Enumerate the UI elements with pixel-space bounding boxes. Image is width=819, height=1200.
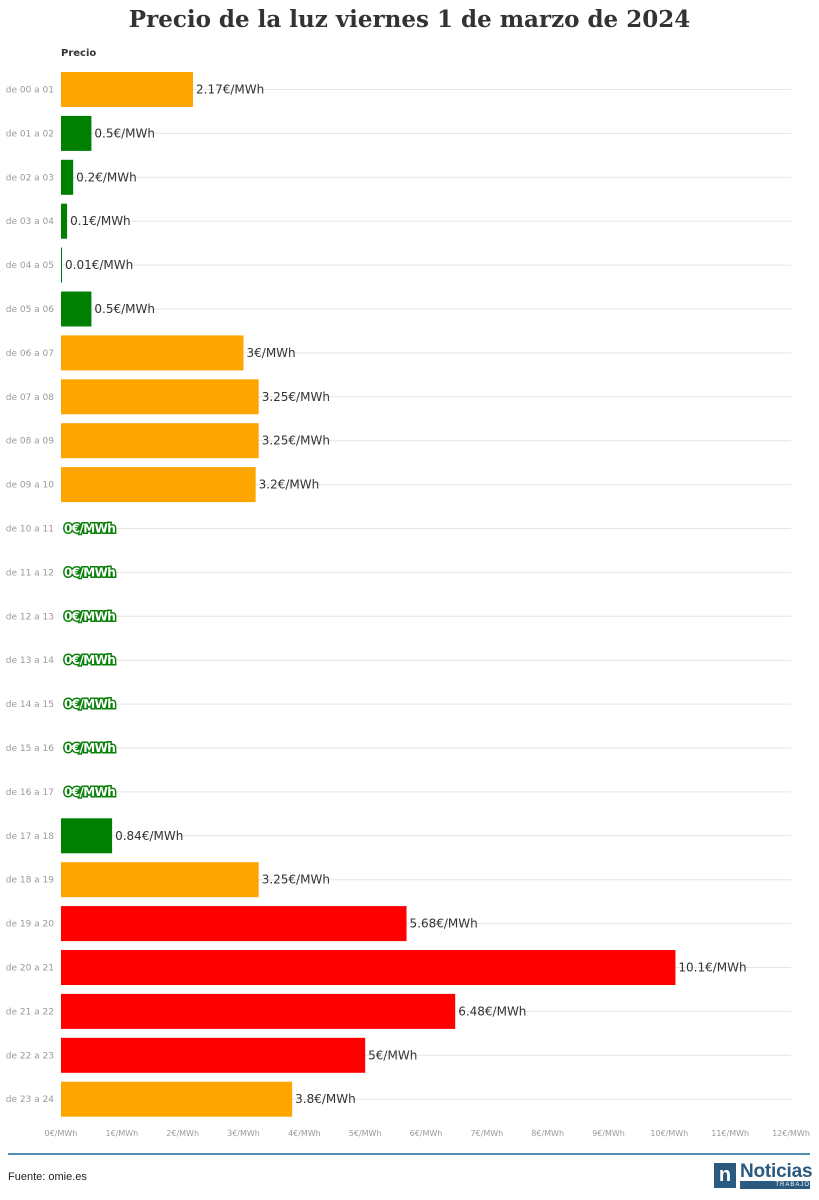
brand-logo-subtitle: TRABAJO [740,1181,810,1189]
bar-value-label: 10.1€/MWh [678,961,746,975]
brand-logo-mark: n [714,1163,736,1188]
category-label: de 00 a 01 [6,86,54,96]
bar[interactable] [61,950,676,985]
bar[interactable] [61,247,62,283]
x-tick-label: 6€/MWh [410,1129,443,1138]
category-label: de 05 a 06 [6,305,55,315]
category-label: de 06 a 07 [6,349,54,359]
x-tick-label: 9€/MWh [592,1129,625,1138]
bar-value-label: 0€/MWh [64,697,115,711]
bar-value-label: 0€/MWh [64,785,115,799]
bar-value-label: 6.48€/MWh [458,1004,526,1018]
bar[interactable] [61,203,68,239]
bar-value-label: 0.2€/MWh [76,170,137,184]
category-label: de 04 a 05 [6,261,54,271]
bar-value-label: 0€/MWh [64,653,115,667]
bar-value-label: 3.8€/MWh [295,1092,356,1106]
bar[interactable] [61,862,259,898]
bar[interactable] [61,72,194,107]
category-label: de 11 a 12 [6,568,54,578]
category-label: de 19 a 20 [6,920,55,930]
x-tick-label: 11€/MWh [711,1129,749,1138]
bar[interactable] [61,1081,293,1117]
bar-value-label: 3€/MWh [247,346,296,360]
category-label: de 03 a 04 [6,217,55,227]
x-tick-label: 1€/MWh [105,1129,138,1138]
bar-value-label: 0.01€/MWh [65,258,133,272]
bar-value-label: 0.5€/MWh [94,302,155,316]
category-label: de 07 a 08 [6,393,55,403]
category-label: de 17 a 18 [6,832,55,842]
category-label: de 18 a 19 [6,876,55,886]
category-label: de 21 a 22 [6,1007,54,1017]
bar[interactable] [61,818,113,854]
bar-value-label: 0.5€/MWh [94,126,155,140]
x-tick-label: 0€/MWh [45,1129,78,1138]
category-label: de 20 a 21 [6,964,54,974]
brand-logo-name: Noticias [740,1161,813,1182]
bar-value-label: 3.25€/MWh [262,390,330,404]
category-label: de 09 a 10 [6,481,55,491]
bars [61,72,676,1117]
bar[interactable] [61,1037,366,1073]
bar-value-label: 5€/MWh [368,1048,417,1062]
x-tick-label: 10€/MWh [650,1129,688,1138]
series-title: Precio [61,48,96,59]
grid-lines [61,89,791,1100]
category-label: de 02 a 03 [6,173,54,183]
bar[interactable] [61,159,74,195]
bar-value-label: 2.17€/MWh [196,83,264,97]
category-label: de 22 a 23 [6,1051,54,1061]
bar-value-label: 0.1€/MWh [70,214,131,228]
category-label: de 08 a 09 [6,437,55,447]
x-tick-label: 4€/MWh [288,1129,321,1138]
category-labels: de 00 a 01 de 01 a 02 de 02 a 03 de 03 a 04… [6,86,55,1106]
category-label: de 12 a 13 [6,612,54,622]
bar-value-label: 0€/MWh [64,609,115,623]
bar-value-label: 0€/MWh [64,522,115,536]
category-label: de 13 a 14 [6,656,55,666]
category-label: de 15 a 16 [6,744,55,754]
category-label: de 10 a 11 [6,525,54,535]
bar[interactable] [61,291,92,327]
source-text: Fuente: omie.es [8,1171,87,1183]
chart-title: Precio de la luz viernes 1 de marzo de 2… [128,6,691,33]
bar-value-label: 0€/MWh [64,565,115,579]
brand-logo[interactable]: n Noticias TRABAJO [714,1161,813,1191]
category-label: de 01 a 02 [6,129,54,139]
category-label: de 16 a 17 [6,788,54,798]
bar-value-label: 3.25€/MWh [262,873,330,887]
bar[interactable] [61,467,256,503]
bar[interactable] [61,906,407,942]
footer-divider [8,1153,810,1155]
x-tick-label: 2€/MWh [166,1129,199,1138]
bar-value-label: 3.25€/MWh [262,434,330,448]
x-axis-ticks: 0€/MWh 1€/MWh 2€/MWh 3€/MWh 4€/MWh 5€/MWh 6€/M… [45,1129,810,1138]
bar-value-label: 5.68€/MWh [410,917,478,931]
category-label: de 23 a 24 [6,1095,55,1105]
bar-value-label: 0.84€/MWh [115,829,183,843]
bar[interactable] [61,335,244,371]
bar-value-label: 3.2€/MWh [259,478,320,492]
x-tick-label: 7€/MWh [470,1129,503,1138]
bar-value-label: 0€/MWh [64,741,115,755]
category-label: de 14 a 15 [6,700,54,710]
bar[interactable] [61,423,259,459]
value-labels: 2.17€/MWh 0.5€/MWh 0.2€/MWh 0.1€/MWh 0.01€/M… [63,83,747,1107]
x-tick-label: 12€/MWh [772,1129,810,1138]
bar[interactable] [61,993,456,1029]
x-tick-label: 3€/MWh [227,1129,260,1138]
x-tick-label: 5€/MWh [349,1129,382,1138]
x-tick-label: 8€/MWh [531,1129,564,1138]
bar[interactable] [61,115,92,151]
bar[interactable] [61,379,259,415]
bar-chart: Precio 2.17€/MWh 0.5€/MWh 0.2€/MWh 0.1€/MWh… [6,48,810,1138]
